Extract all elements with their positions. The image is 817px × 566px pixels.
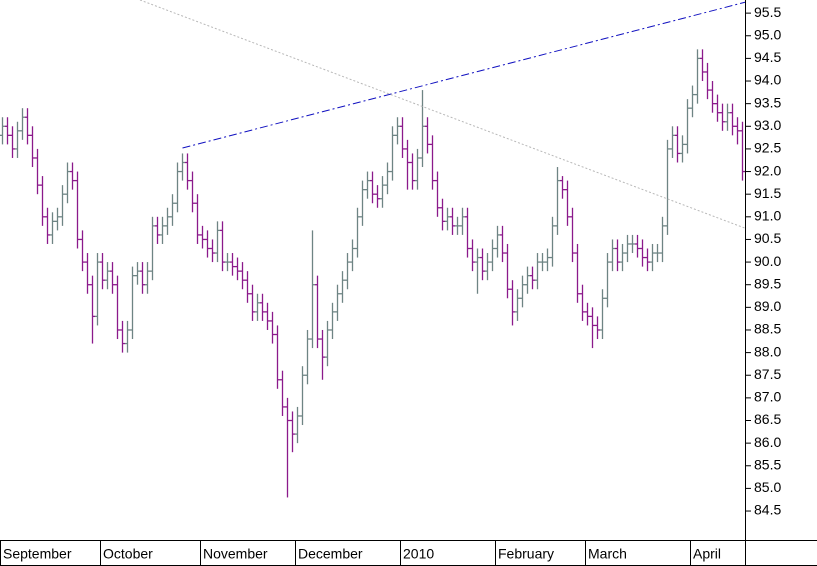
y-tick-label: 86.5 <box>754 411 781 427</box>
y-tick-label: 85.0 <box>754 479 781 495</box>
y-tick-label: 90.5 <box>754 230 781 246</box>
x-tick-label: September <box>3 546 72 562</box>
y-tick-label: 92.5 <box>754 140 781 156</box>
trend-line <box>182 1 746 149</box>
x-tick-label: 2010 <box>403 546 434 562</box>
y-tick-label: 88.0 <box>754 343 781 359</box>
x-tick-label: December <box>298 546 363 562</box>
x-tick-label: November <box>203 546 268 562</box>
y-tick-label: 93.5 <box>754 94 781 110</box>
y-tick-label: 87.5 <box>754 366 781 382</box>
y-tick-label: 89.0 <box>754 298 781 314</box>
y-tick-label: 91.5 <box>754 185 781 201</box>
x-tick-label: October <box>103 546 153 562</box>
y-tick-label: 88.5 <box>754 321 781 337</box>
y-tick-label: 84.5 <box>754 502 781 518</box>
y-tick-label: 86.0 <box>754 434 781 450</box>
y-tick-label: 94.0 <box>754 72 781 88</box>
x-tick-label: March <box>588 546 627 562</box>
y-tick-label: 87.0 <box>754 389 781 405</box>
y-tick-label: 89.5 <box>754 275 781 291</box>
y-tick-label: 93.0 <box>754 117 781 133</box>
y-tick-label: 91.0 <box>754 208 781 224</box>
x-tick-label: February <box>498 546 554 562</box>
y-tick-label: 95.5 <box>754 4 781 20</box>
y-tick-label: 92.0 <box>754 162 781 178</box>
y-tick-label: 94.5 <box>754 49 781 65</box>
y-tick-label: 95.0 <box>754 26 781 42</box>
y-tick-label: 85.5 <box>754 456 781 472</box>
x-tick-label: April <box>693 546 721 562</box>
y-tick-label: 90.0 <box>754 253 781 269</box>
